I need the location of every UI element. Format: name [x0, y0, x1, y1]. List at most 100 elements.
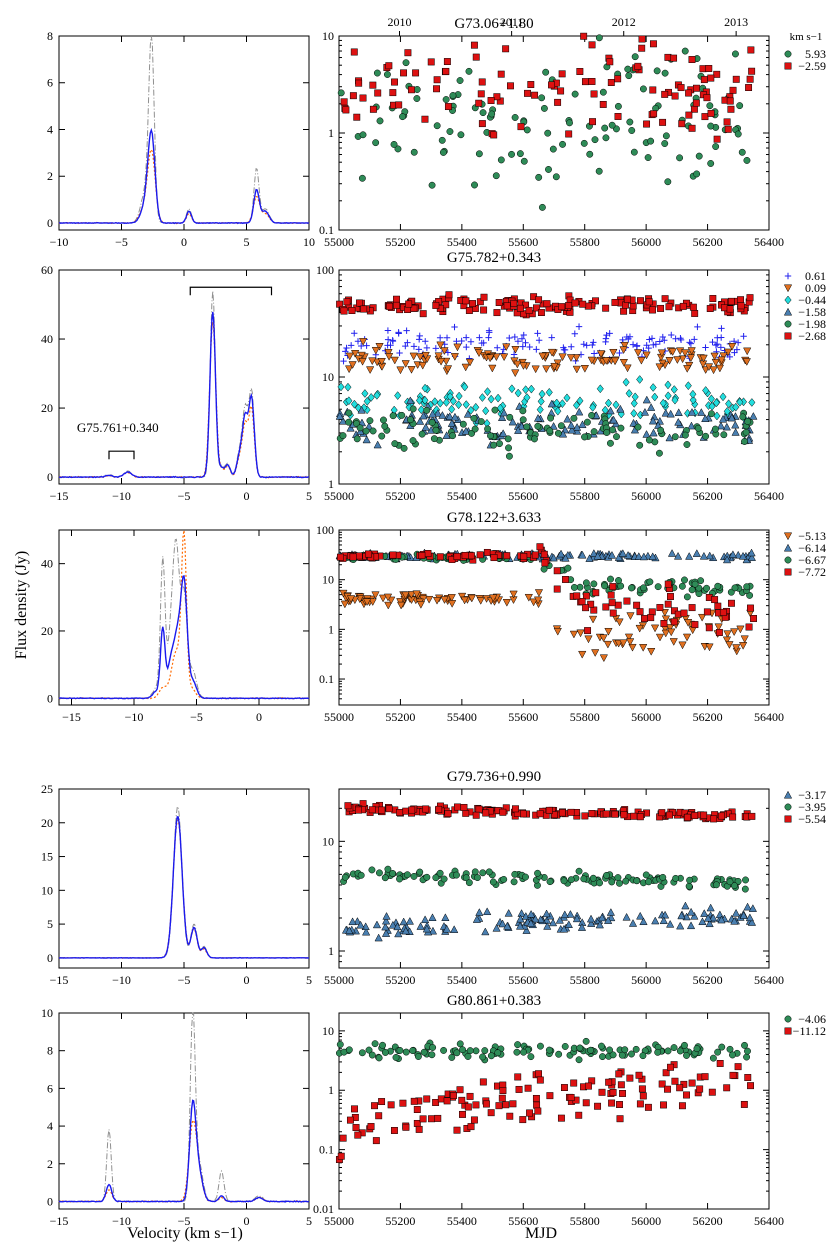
data-point	[783, 532, 793, 541]
data-point	[384, 601, 393, 610]
data-point	[537, 396, 545, 406]
data-point	[378, 1098, 386, 1106]
data-point	[719, 608, 727, 616]
data-point	[486, 329, 493, 336]
x-tick-label: 55800	[570, 489, 600, 503]
data-point	[567, 876, 575, 884]
data-point	[531, 365, 540, 374]
data-point	[394, 391, 402, 400]
data-point	[386, 302, 394, 310]
y-tick-label: 1	[328, 1083, 334, 1097]
x-tick-label: −15	[50, 489, 69, 503]
data-point	[542, 909, 551, 918]
data-point	[725, 399, 733, 409]
data-point	[511, 346, 520, 354]
data-point	[636, 911, 645, 920]
y-tick-label: 1	[328, 477, 334, 491]
data-point	[457, 592, 467, 601]
data-point	[590, 339, 597, 346]
data-point	[540, 104, 548, 112]
data-point	[415, 417, 425, 425]
data-point	[538, 389, 546, 399]
data-point	[746, 591, 754, 599]
x-tick-label: −5	[178, 973, 191, 987]
x-tick-label: 0	[244, 973, 250, 987]
year-label: 2011	[500, 15, 524, 29]
data-point	[649, 40, 657, 48]
data-point	[743, 902, 752, 911]
data-point	[453, 338, 460, 345]
data-point	[664, 380, 672, 390]
x-tick-label: 56400	[754, 489, 784, 503]
data-point	[339, 432, 347, 440]
y-tick-label: 8	[47, 1044, 53, 1058]
data-point	[356, 299, 363, 307]
spectrum-line-dotted	[58, 530, 310, 700]
data-point	[375, 869, 383, 877]
data-point	[696, 1085, 704, 1093]
data-point	[686, 921, 696, 930]
data-point	[741, 885, 749, 893]
data-point	[389, 551, 397, 559]
data-point	[476, 551, 484, 559]
data-point	[503, 302, 511, 310]
data-point	[718, 812, 725, 820]
data-point	[677, 911, 686, 920]
legend-label: −1.98	[798, 317, 826, 331]
data-point	[496, 440, 503, 448]
data-point	[345, 396, 353, 406]
data-point	[581, 78, 589, 86]
data-point	[526, 1109, 534, 1117]
data-point	[510, 299, 518, 307]
data-point	[712, 341, 720, 349]
data-point	[369, 105, 377, 113]
data-point	[698, 613, 707, 622]
data-point	[450, 412, 460, 421]
legend-label: −6.14	[798, 541, 826, 555]
data-point	[705, 551, 714, 560]
spectrum-line-dotted	[58, 819, 310, 959]
data-point	[691, 336, 698, 343]
data-point	[567, 425, 576, 434]
data-point	[490, 554, 498, 562]
x-tick-label: 55400	[447, 1214, 477, 1228]
data-point	[410, 304, 418, 312]
data-point	[642, 871, 650, 879]
data-point	[589, 549, 598, 557]
x-tick-label: 5	[306, 973, 312, 987]
data-point	[616, 1115, 624, 1123]
data-point	[415, 396, 423, 405]
data-point	[570, 414, 578, 422]
data-point	[580, 139, 588, 147]
data-point	[736, 397, 744, 407]
data-point	[453, 871, 460, 879]
data-point	[462, 874, 470, 882]
data-point	[428, 926, 438, 935]
data-point	[532, 1094, 540, 1102]
data-point	[722, 422, 731, 431]
data-point	[502, 804, 510, 812]
y-axis-label: Flux density (Jy)	[13, 551, 30, 659]
data-point	[544, 129, 552, 137]
data-point	[427, 58, 435, 66]
series-−1.98	[336, 405, 754, 460]
data-point	[616, 349, 623, 357]
data-point	[482, 809, 490, 817]
data-point	[732, 644, 741, 652]
data-point	[560, 910, 569, 919]
data-point	[681, 1041, 688, 1049]
data-point	[592, 297, 599, 305]
data-point	[569, 630, 579, 639]
spectrum-panel: −15 −10 −5 0 5 0 2 4 6 8 10	[41, 1006, 312, 1228]
data-point	[726, 878, 734, 886]
data-point	[448, 404, 456, 414]
data-point	[575, 1056, 583, 1064]
data-point	[575, 867, 583, 875]
x-tick-label: 55600	[508, 235, 538, 249]
data-point	[603, 916, 613, 924]
data-point	[434, 352, 443, 361]
data-point	[645, 878, 653, 886]
data-point	[432, 345, 440, 352]
data-point	[547, 399, 556, 408]
data-point	[679, 302, 687, 310]
